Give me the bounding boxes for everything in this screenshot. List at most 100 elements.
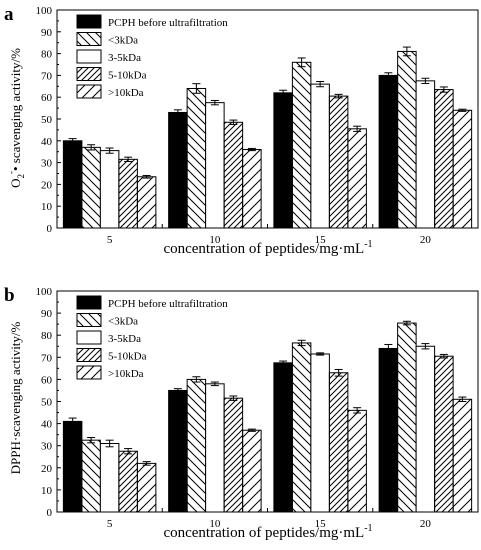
x-tick-label: 5 (107, 234, 113, 246)
legend-label: >10kDa (108, 87, 144, 99)
x-tick-label: 15 (315, 234, 327, 246)
x-tick-label: 10 (209, 518, 221, 530)
bar (205, 102, 225, 229)
y-tick-label: 10 (41, 485, 53, 497)
bar (452, 109, 473, 229)
panel-label: a (4, 4, 14, 25)
legend-swatch (76, 49, 102, 64)
x-tick-label: 5 (107, 518, 113, 530)
bar (118, 158, 138, 229)
y-tick-label: 60 (41, 92, 53, 104)
bar (136, 462, 157, 513)
y-tick-label: 100 (36, 286, 53, 298)
y-tick-label: 0 (47, 507, 53, 519)
legend-swatch (76, 32, 102, 46)
x-axis-label: concentration of peptides/mg·mL-1 (163, 239, 372, 257)
bar (223, 121, 244, 229)
y-tick-label: 40 (41, 419, 53, 431)
legend-label: <3kDa (108, 35, 138, 47)
bar (328, 95, 349, 229)
x-axis-label: concentration of peptides/mg·mL-1 (163, 523, 372, 541)
bar (347, 128, 367, 229)
bar (223, 397, 244, 513)
bar (186, 87, 207, 229)
bar (397, 50, 417, 229)
legend-swatch (76, 84, 102, 99)
bar (415, 345, 436, 513)
y-tick-label: 80 (41, 49, 53, 61)
bar (415, 80, 436, 229)
y-tick-label: 70 (41, 352, 53, 364)
bar (273, 92, 293, 229)
legend-label: 5-10kDa (108, 70, 147, 82)
y-tick-label: 70 (41, 70, 53, 82)
plot-area: 0 10 20 30 40 50 60 70 80 90 100 5 10 15 20 (36, 286, 479, 530)
y-tick-label: 40 (41, 136, 53, 148)
bar (99, 150, 120, 229)
bar (452, 398, 473, 513)
legend-label: PCPH before ultrafiltration (108, 17, 228, 29)
legend: PCPH before ultrafiltration <3kDa 3-5kDa 5-… (76, 295, 228, 380)
panel-label: b (4, 285, 15, 306)
bar (328, 372, 349, 513)
legend-swatch (76, 295, 102, 310)
bar (378, 74, 399, 229)
chart-panel-a: a O2-• scavenging activity/% concentrati… (4, 4, 479, 257)
y-tick-label: 90 (41, 27, 53, 39)
legend-swatch (76, 67, 102, 81)
x-tick-label: 15 (315, 518, 327, 530)
bar (291, 61, 312, 229)
bar (397, 322, 417, 513)
bar (136, 176, 157, 229)
plot-area: 0 10 20 30 40 50 60 70 80 90 100 5 10 15 20 (36, 5, 479, 246)
y-tick-label: 0 (47, 223, 53, 235)
bar (205, 383, 225, 513)
bar (310, 83, 330, 229)
y-tick-label: 50 (41, 397, 53, 409)
bar (434, 355, 454, 513)
legend-label: <3kDa (108, 316, 138, 328)
bar (81, 146, 101, 229)
bar (186, 378, 207, 513)
legend-label: 3-5kDa (108, 52, 141, 64)
x-tick-label: 10 (209, 234, 221, 246)
bar (62, 420, 83, 513)
legend: PCPH before ultrafiltration <3kDa 3-5kDa 5-… (76, 14, 228, 99)
bar (291, 342, 312, 513)
bar (99, 442, 120, 513)
legend-label: >10kDa (108, 368, 144, 380)
y-tick-label: 80 (41, 330, 53, 342)
bar (81, 439, 101, 513)
y-tick-label: 60 (41, 374, 53, 386)
y-axis-label: O2-• scavenging activity/% (6, 48, 26, 188)
y-tick-label: 20 (41, 463, 53, 475)
y-tick-label: 20 (41, 179, 53, 191)
bar (347, 409, 367, 513)
legend-label: PCPH before ultrafiltration (108, 298, 228, 310)
bar (310, 353, 330, 513)
y-tick-label: 90 (41, 308, 53, 320)
bar (242, 429, 262, 513)
legend-label: 5-10kDa (108, 351, 147, 363)
legend-swatch (76, 313, 102, 327)
y-tick-label: 50 (41, 114, 53, 126)
x-tick-label: 20 (420, 518, 432, 530)
chart-panel-b: b DPPH·scavenging activity/% concentrati… (4, 285, 479, 541)
bar (378, 347, 399, 513)
legend-swatch (76, 365, 102, 380)
legend-swatch (76, 348, 102, 362)
y-axis-label: DPPH·scavenging activity/% (8, 321, 23, 474)
y-tick-label: 10 (41, 201, 53, 213)
legend-swatch (76, 14, 102, 29)
bar (62, 140, 83, 229)
y-tick-label: 30 (41, 441, 53, 453)
bar (168, 389, 188, 513)
bar (118, 450, 138, 513)
y-tick-label: 30 (41, 158, 53, 170)
legend-swatch (76, 330, 102, 345)
x-tick-label: 20 (420, 234, 432, 246)
bar (168, 111, 188, 229)
bar (273, 362, 293, 513)
legend-label: 3-5kDa (108, 333, 141, 345)
